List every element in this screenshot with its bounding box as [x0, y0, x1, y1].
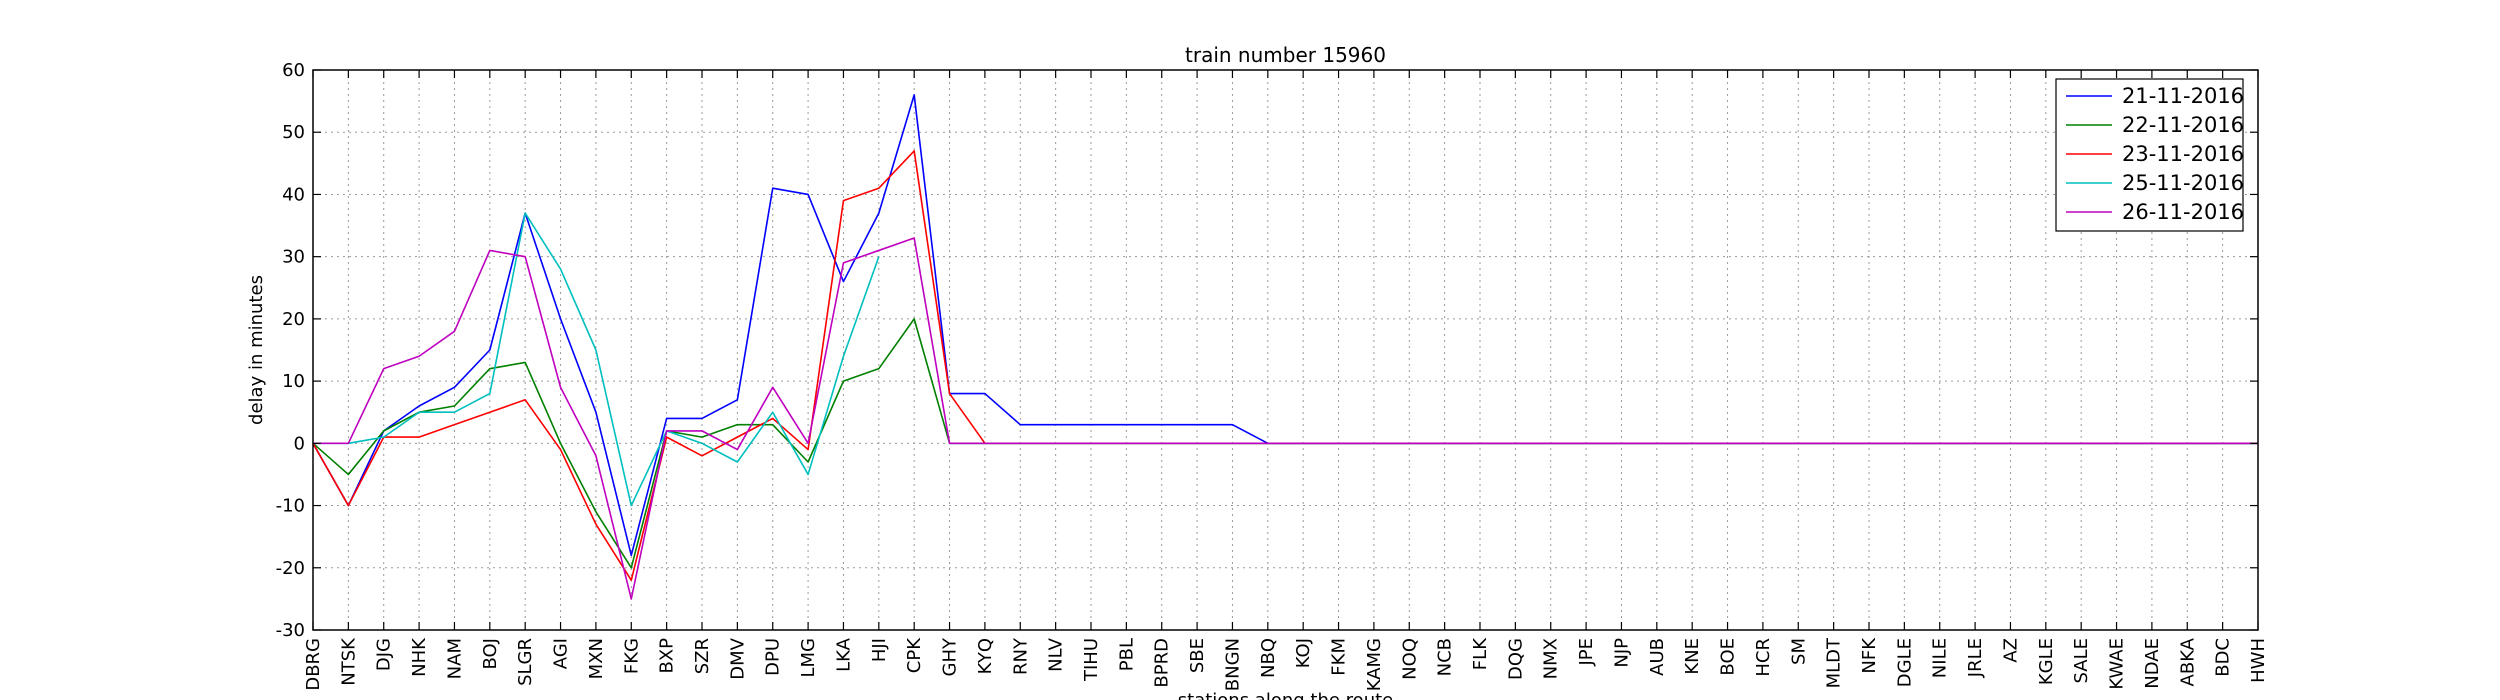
tick-layer	[312, 69, 2259, 631]
x-tick-label: TIHU	[1081, 638, 1102, 682]
y-axis-label: delay in minutes	[246, 275, 267, 425]
x-tick-label: AGI	[551, 638, 572, 669]
x-tick-label: NLV	[1046, 637, 1067, 672]
legend-label: 25-11-2016	[2122, 171, 2244, 195]
x-tick-label: NJP	[1611, 638, 1632, 668]
x-tick-label: MLDT	[1824, 637, 1845, 688]
y-tick-label: 40	[282, 184, 305, 205]
x-tick-label: PBL	[1116, 638, 1137, 671]
x-tick-label: SZR	[692, 638, 713, 674]
legend-label: 26-11-2016	[2122, 200, 2244, 224]
x-tick-label: JRLE	[1965, 638, 1986, 678]
x-tick-label: FLK	[1470, 637, 1491, 670]
x-tick-label: AUB	[1647, 638, 1668, 676]
x-tick-label: NMX	[1541, 638, 1562, 679]
x-tick-label: BPRD	[1152, 638, 1173, 688]
x-tick-label: KYQ	[975, 638, 996, 674]
x-tick-label: AZ	[2000, 638, 2021, 663]
x-tick-label: KNE	[1682, 638, 1703, 675]
x-tick-label: NILE	[1930, 638, 1951, 678]
x-tick-label: SLGR	[515, 638, 536, 686]
x-axis-label: stations along the route	[1178, 690, 1393, 700]
series-line	[312, 150, 2258, 582]
series-line	[313, 237, 2258, 600]
x-tick-label: SBE	[1187, 638, 1208, 673]
x-tick-label: CPK	[904, 637, 925, 673]
x-tick-label: SALE	[2071, 638, 2092, 683]
x-tick-label: KAMG	[1364, 638, 1385, 691]
x-tick-label: FKG	[621, 638, 642, 674]
x-tick-label: BXP	[657, 638, 678, 674]
chart-title: train number 15960	[1185, 43, 1386, 67]
x-tick-label: NFK	[1859, 637, 1880, 674]
y-tick-label: 0	[294, 433, 305, 454]
x-tick-label: NBQ	[1258, 638, 1279, 678]
x-tick-label: NCB	[1435, 638, 1456, 676]
x-tick-label: KOJ	[1293, 638, 1314, 668]
x-tick-label: BOJ	[480, 638, 501, 670]
x-tick-label: LKA	[833, 637, 854, 672]
x-tick-label: HCR	[1753, 638, 1774, 677]
x-tick-label: DMV	[727, 637, 748, 679]
y-tick-label: 60	[282, 60, 305, 81]
y-tick-label: 20	[282, 309, 305, 330]
legend: 21-11-2016 22-11-2016 23-11-2016 25-11-2016…	[2055, 78, 2244, 232]
x-tick-label: GHY	[940, 637, 961, 676]
x-tick-label: LMG	[798, 638, 819, 678]
series-line	[312, 94, 2258, 557]
x-tick-label: JPE	[1576, 638, 1597, 667]
x-tick-label: NDAE	[2142, 638, 2163, 689]
x-tick-label: SM	[1788, 638, 1809, 665]
y-tick-label: 10	[282, 371, 305, 392]
x-tick-label: NAM	[444, 638, 465, 679]
x-tick-label: HJI	[869, 638, 890, 662]
x-tick-label: NHK	[409, 637, 430, 677]
x-tick-label: DPU	[763, 638, 784, 676]
series-layer	[312, 94, 2258, 600]
x-tick-label: KWAE	[2107, 638, 2128, 690]
y-tick-label: 30	[282, 247, 305, 268]
y-tick-label: -20	[276, 558, 305, 579]
series-21-11-2016	[312, 94, 2258, 557]
x-tick-label: ABKA	[2177, 637, 2198, 686]
x-tick-label: HWH	[2248, 638, 2269, 683]
x-tick-label: DJG	[374, 638, 395, 671]
y-tick-label: -10	[276, 496, 305, 517]
x-tick-label: DQG	[1505, 638, 1526, 680]
x-tick-label: RNY	[1010, 637, 1031, 675]
series-23-11-2016	[312, 150, 2258, 582]
legend-label: 21-11-2016	[2122, 84, 2244, 108]
y-tick-label: 50	[282, 122, 305, 143]
x-tick-label: FKM	[1329, 638, 1350, 676]
x-tick-label: MXN	[586, 638, 607, 679]
x-tick-label: DBRG	[303, 638, 324, 691]
x-tick-label: DGLE	[1894, 638, 1915, 687]
x-tick-label: BDC	[2213, 638, 2234, 677]
tick-label-layer: -30 -20 -10 0 10 20 30 40 50 60 DBRG NTSK DJG NHK NAM B…	[276, 60, 2269, 691]
legend-label: 22-11-2016	[2122, 113, 2244, 137]
x-tick-label: NOQ	[1399, 638, 1420, 680]
y-tick-label: -30	[276, 620, 305, 641]
x-tick-label: KGLE	[2036, 638, 2057, 685]
grid-layer	[313, 70, 2258, 630]
x-tick-label: BOE	[1718, 638, 1739, 676]
legend-box	[2055, 78, 2244, 232]
plot-frame	[312, 69, 2259, 631]
legend-label: 23-11-2016	[2122, 142, 2244, 166]
x-tick-label: NTSK	[338, 637, 359, 686]
series-26-11-2016	[313, 237, 2258, 600]
series-line	[313, 212, 880, 507]
x-tick-label: BNGN	[1222, 638, 1243, 691]
